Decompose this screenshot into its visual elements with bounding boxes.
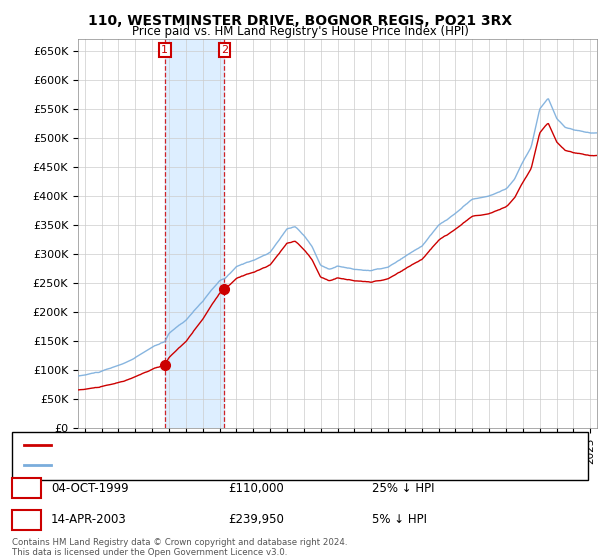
Text: £239,950: £239,950: [228, 513, 284, 526]
Text: 25% ↓ HPI: 25% ↓ HPI: [372, 482, 434, 495]
Text: Contains HM Land Registry data © Crown copyright and database right 2024.
This d: Contains HM Land Registry data © Crown c…: [12, 538, 347, 557]
Text: £110,000: £110,000: [228, 482, 284, 495]
Text: Price paid vs. HM Land Registry's House Price Index (HPI): Price paid vs. HM Land Registry's House …: [131, 25, 469, 38]
Text: 1: 1: [161, 45, 168, 55]
Text: 1: 1: [22, 482, 31, 495]
Text: HPI: Average price, detached house, Arun: HPI: Average price, detached house, Arun: [57, 460, 275, 470]
Text: 2: 2: [22, 513, 31, 526]
Text: 14-APR-2003: 14-APR-2003: [51, 513, 127, 526]
Text: 2: 2: [221, 45, 228, 55]
Text: 110, WESTMINSTER DRIVE, BOGNOR REGIS, PO21 3RX: 110, WESTMINSTER DRIVE, BOGNOR REGIS, PO…: [88, 14, 512, 28]
Bar: [165, 39, 224, 428]
Text: 04-OCT-1999: 04-OCT-1999: [51, 482, 128, 495]
Text: 5% ↓ HPI: 5% ↓ HPI: [372, 513, 427, 526]
Text: 110, WESTMINSTER DRIVE, BOGNOR REGIS, PO21 3RX (detached house): 110, WESTMINSTER DRIVE, BOGNOR REGIS, PO…: [57, 440, 435, 450]
